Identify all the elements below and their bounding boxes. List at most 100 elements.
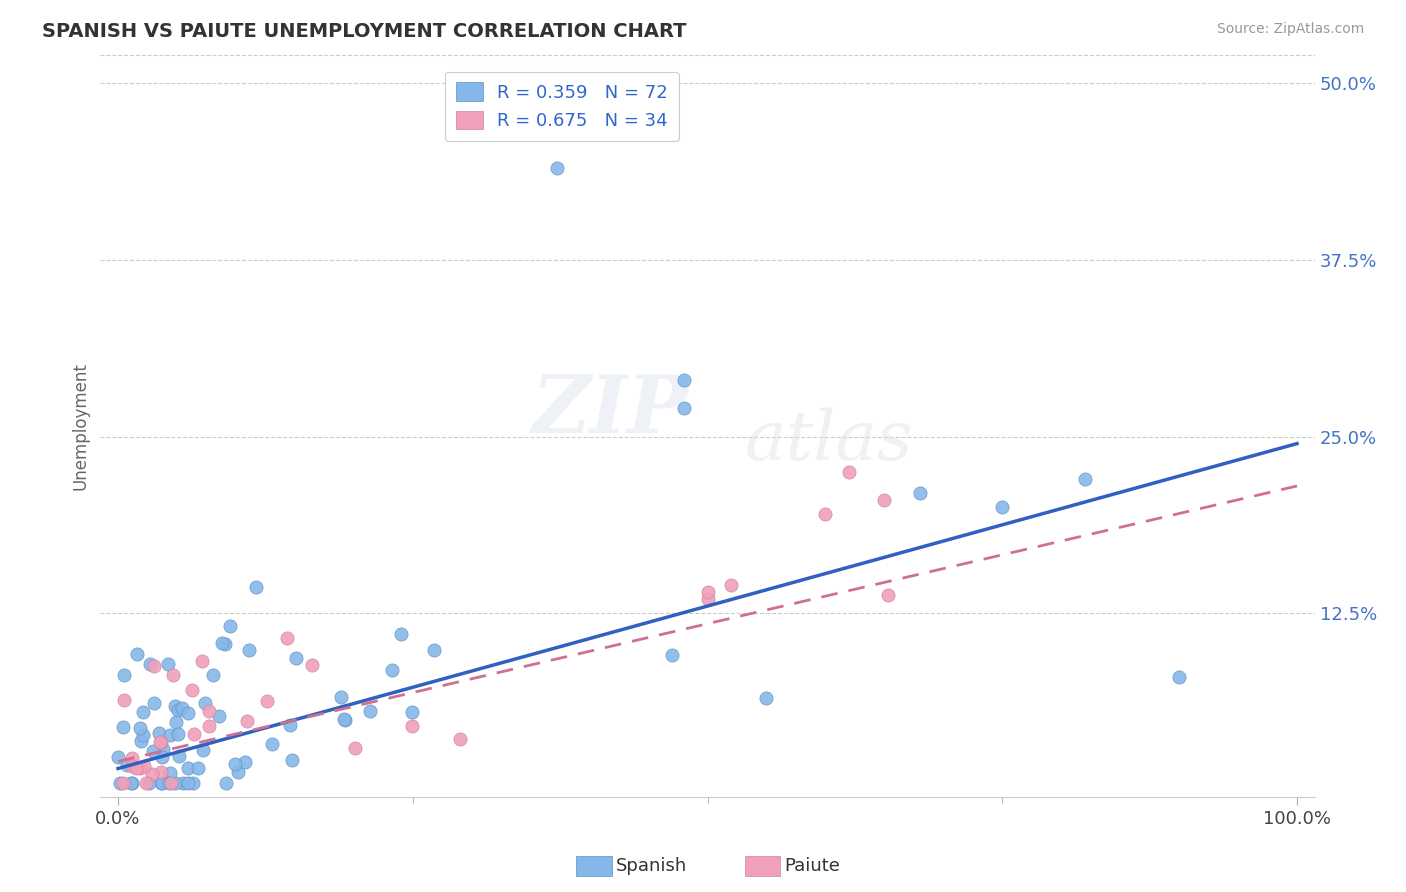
Point xyxy=(672,373,695,387)
Point xyxy=(877,588,900,602)
Point xyxy=(121,751,143,765)
Point xyxy=(330,690,353,704)
Point xyxy=(401,706,423,720)
Point xyxy=(167,727,190,741)
Point xyxy=(696,592,718,607)
Point xyxy=(143,659,166,673)
Text: atlas: atlas xyxy=(745,408,914,475)
Point xyxy=(696,585,718,599)
Point xyxy=(908,486,931,500)
Point xyxy=(125,647,148,661)
Point xyxy=(163,699,186,714)
Point xyxy=(208,708,231,723)
Point xyxy=(150,735,173,749)
Point xyxy=(546,161,568,176)
Point xyxy=(129,734,152,748)
Point xyxy=(194,696,217,710)
Point xyxy=(142,743,165,757)
Point xyxy=(165,714,187,729)
Point xyxy=(333,712,356,726)
Point xyxy=(128,761,150,775)
Point xyxy=(166,702,188,716)
Point xyxy=(211,635,233,649)
Point xyxy=(814,507,837,521)
Point xyxy=(423,643,446,657)
Point xyxy=(135,775,157,789)
Point xyxy=(276,632,298,646)
Point xyxy=(114,668,136,682)
Point xyxy=(159,728,181,742)
Point xyxy=(132,705,155,719)
Point xyxy=(301,657,323,672)
Point xyxy=(172,775,194,789)
Point xyxy=(224,756,246,771)
Point xyxy=(112,693,135,707)
Point xyxy=(198,704,221,718)
Point xyxy=(148,726,170,740)
Text: Paiute: Paiute xyxy=(785,857,841,875)
Point xyxy=(191,743,214,757)
Point xyxy=(235,756,257,770)
Point xyxy=(149,735,172,749)
Point xyxy=(107,749,129,764)
Point xyxy=(181,775,204,789)
Point xyxy=(150,750,173,764)
Point xyxy=(150,775,173,789)
Point xyxy=(720,578,742,592)
Point xyxy=(838,465,860,479)
Point xyxy=(160,775,183,789)
Point xyxy=(343,741,366,756)
Point xyxy=(157,657,180,671)
Point xyxy=(1074,472,1097,486)
Point xyxy=(991,500,1014,515)
Point xyxy=(163,775,186,789)
Point xyxy=(125,761,148,775)
Point xyxy=(159,765,181,780)
Point xyxy=(672,401,695,416)
Point xyxy=(152,742,174,756)
Point xyxy=(381,663,404,677)
Point xyxy=(167,749,190,764)
Point xyxy=(214,637,236,651)
Point xyxy=(170,701,193,715)
Point xyxy=(245,580,267,594)
Point xyxy=(177,761,200,775)
Point xyxy=(141,767,163,781)
Point xyxy=(120,775,142,789)
Point xyxy=(177,775,200,789)
Point xyxy=(256,694,278,708)
Point xyxy=(115,757,138,772)
Point xyxy=(111,775,134,789)
Point xyxy=(191,655,214,669)
Point xyxy=(139,657,162,672)
Point xyxy=(149,765,172,780)
Point xyxy=(333,713,356,727)
Point xyxy=(755,690,778,705)
Point xyxy=(177,706,200,721)
Point xyxy=(201,668,224,682)
Point xyxy=(128,721,150,735)
Point xyxy=(215,775,238,789)
Point xyxy=(236,714,259,728)
Point xyxy=(219,619,242,633)
Point xyxy=(132,728,155,742)
Point xyxy=(873,493,896,508)
Text: Source: ZipAtlas.com: Source: ZipAtlas.com xyxy=(1216,22,1364,37)
Point xyxy=(110,775,132,789)
Point xyxy=(226,764,249,779)
Point xyxy=(157,775,180,789)
Point xyxy=(278,717,301,731)
Point xyxy=(187,761,209,775)
Point xyxy=(180,682,202,697)
Point xyxy=(198,718,221,732)
Point xyxy=(260,737,283,751)
Point xyxy=(661,648,683,663)
Point xyxy=(389,626,412,640)
Point xyxy=(121,775,143,789)
Point xyxy=(134,759,156,773)
Point xyxy=(285,651,308,665)
Point xyxy=(360,704,382,718)
Point xyxy=(449,732,471,747)
Point xyxy=(142,697,165,711)
Point xyxy=(112,720,135,734)
